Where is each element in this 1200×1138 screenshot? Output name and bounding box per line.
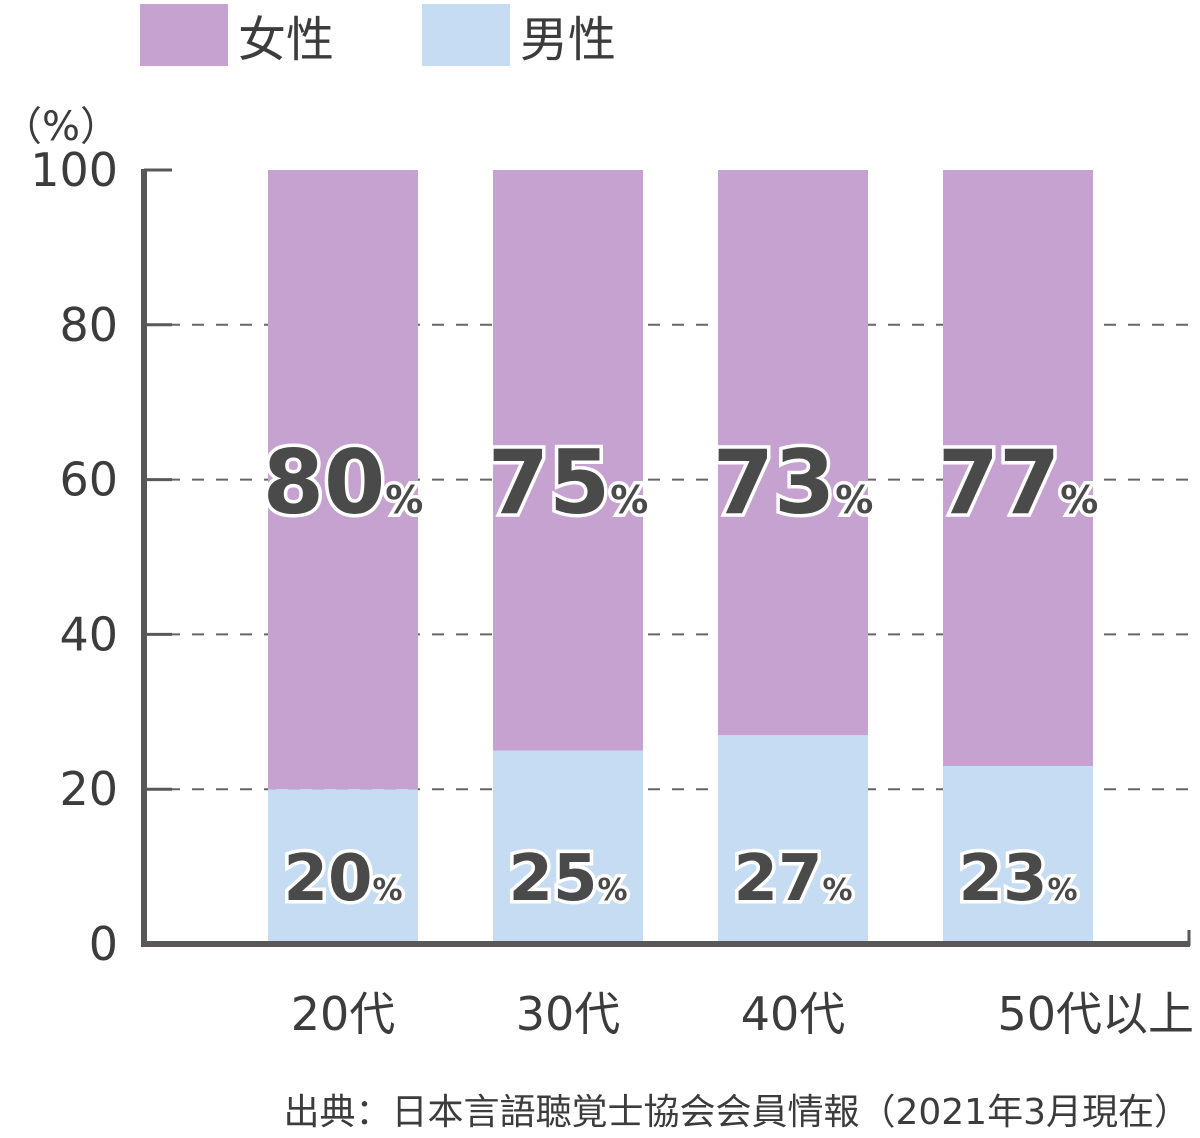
legend-swatch <box>140 4 228 66</box>
data-labels: 20% 80% 25% 75% 27% 73% 23% 77% <box>259 428 1102 920</box>
x-tick-labels: 20代 30代 40代 50代以上 <box>291 987 1194 1041</box>
data-label: 80% <box>263 431 424 534</box>
bar-segment <box>718 170 868 736</box>
data-label: 23% <box>958 842 1077 916</box>
axes <box>141 168 1191 947</box>
y-tick-label: 80 <box>59 298 118 352</box>
bar-segment <box>268 789 418 944</box>
bars <box>268 170 1093 944</box>
data-label: 77% <box>938 431 1099 534</box>
y-tick-label: 100 <box>30 143 118 197</box>
x-tick-label: 40代 <box>741 987 846 1041</box>
bar-segment <box>718 735 868 944</box>
y-tick-label: 60 <box>59 453 118 507</box>
data-label: 75% <box>488 431 649 534</box>
y-tick-label: 40 <box>59 607 118 661</box>
data-label: 27% <box>733 842 852 916</box>
data-label: 25% <box>508 842 627 916</box>
legend-label: 女性 <box>238 12 334 68</box>
legend-label: 男性 <box>520 12 616 68</box>
bar-segment <box>493 750 643 944</box>
y-tick-label: 0 <box>89 917 118 971</box>
source-note: 出典：日本言語聴覚士協会会員情報（2021年3月現在） <box>283 1092 1190 1133</box>
x-tick-label: 20代 <box>291 987 396 1041</box>
data-label: 20% <box>283 842 402 916</box>
bar-segment <box>268 170 418 790</box>
y-axis-unit-label: （%） <box>2 104 120 150</box>
legend: 女性 男性 <box>140 4 616 68</box>
y-tick-label: 20 <box>59 762 118 816</box>
data-label: 73% <box>713 431 874 534</box>
bar-segment <box>493 170 643 751</box>
y-tick-labels: 0 20 40 60 80 100 <box>30 143 118 971</box>
bar-segment <box>943 765 1093 944</box>
legend-swatch <box>422 4 510 66</box>
bar-segment <box>943 170 1093 766</box>
x-tick-label: 30代 <box>516 987 621 1041</box>
x-tick-label: 50代以上 <box>997 987 1194 1041</box>
